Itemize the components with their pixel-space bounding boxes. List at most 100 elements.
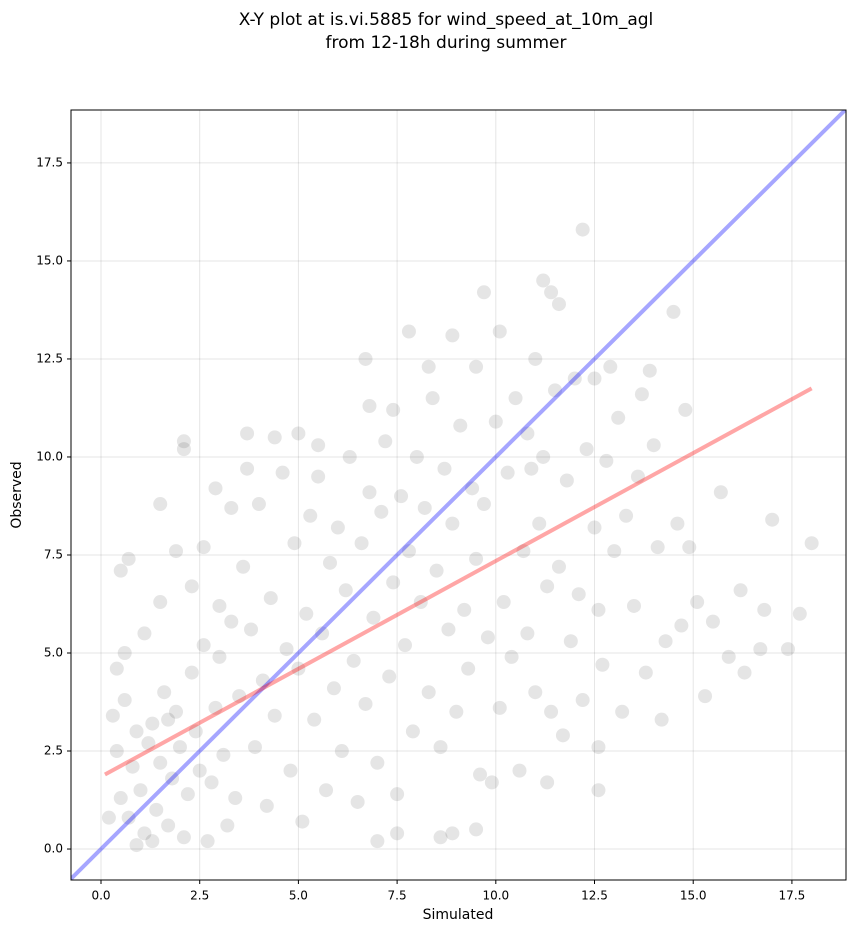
chart-subtitle: from 12-18h during summer xyxy=(326,33,567,53)
scatter-point xyxy=(141,736,156,751)
scatter-point xyxy=(326,681,341,696)
scatter-point xyxy=(504,649,519,664)
y-tick-label: 10.0 xyxy=(36,449,63,463)
y-axis-label: Observed xyxy=(9,461,25,528)
scatter-point xyxy=(642,363,657,378)
scatter-point xyxy=(224,614,239,629)
x-tick-label: 2.5 xyxy=(190,889,209,903)
scatter-point xyxy=(236,559,251,574)
scatter-point xyxy=(721,649,736,664)
scatter-point xyxy=(259,798,274,813)
scatter-point xyxy=(587,520,602,535)
scatter-point xyxy=(176,830,191,845)
scatter-point xyxy=(358,351,373,366)
scatter-point xyxy=(216,747,231,762)
scatter-point xyxy=(433,830,448,845)
scatter-point xyxy=(476,497,491,512)
scatter-point xyxy=(465,481,480,496)
scatter-point xyxy=(469,359,484,374)
y-tick-label: 2.5 xyxy=(44,744,63,758)
scatter-point xyxy=(342,449,357,464)
scatter-point xyxy=(524,461,539,476)
scatter-point xyxy=(334,744,349,759)
scatter-point xyxy=(575,222,590,237)
scatter-point xyxy=(492,324,507,339)
scatter-point xyxy=(417,500,432,515)
scatter-point xyxy=(413,595,428,610)
scatter-point xyxy=(449,704,464,719)
grid xyxy=(71,110,846,880)
scatter-point xyxy=(409,449,424,464)
scatter-point xyxy=(330,520,345,535)
scatter-point xyxy=(484,775,499,790)
scatter-point xyxy=(287,536,302,551)
scatter-point xyxy=(398,638,413,653)
scatter-point xyxy=(401,544,416,559)
scatter-point xyxy=(445,826,460,841)
scatter-point xyxy=(350,794,365,809)
scatter-point xyxy=(571,587,586,602)
scatter-point xyxy=(153,595,168,610)
scatter-point xyxy=(528,685,543,700)
scatter-point xyxy=(476,285,491,300)
scatter-point xyxy=(224,500,239,515)
scatter-point xyxy=(180,787,195,802)
scatter-point xyxy=(512,763,527,778)
x-tick-label: 5.0 xyxy=(289,889,308,903)
scatter-point xyxy=(184,579,199,594)
scatter-point xyxy=(757,602,772,617)
scatter-point xyxy=(654,712,669,727)
scatter-point xyxy=(682,540,697,555)
scatter-point xyxy=(544,704,559,719)
scatter-point xyxy=(737,665,752,680)
scatter-point xyxy=(157,685,172,700)
scatter-point xyxy=(634,387,649,402)
scatter-point xyxy=(378,434,393,449)
scatter-point xyxy=(457,602,472,617)
scatter-point xyxy=(705,614,720,629)
scatter-point xyxy=(536,449,551,464)
scatter-point xyxy=(362,399,377,414)
plot-area xyxy=(71,110,846,880)
scatter-point xyxy=(291,661,306,676)
scatter-point xyxy=(315,626,330,641)
scatter-point xyxy=(611,410,626,425)
scatter-point xyxy=(792,606,807,621)
scatter-point xyxy=(674,618,689,633)
scatter-point xyxy=(204,775,219,790)
scatter-point xyxy=(765,512,780,527)
scatter-point xyxy=(599,453,614,468)
scatter-point xyxy=(698,689,713,704)
scatter-point xyxy=(469,822,484,837)
scatter-point xyxy=(516,544,531,559)
scatter-point xyxy=(646,438,661,453)
scatter-point xyxy=(200,834,215,849)
scatter-point xyxy=(117,645,132,660)
chart-title: X-Y plot at is.vi.5885 for wind_speed_at… xyxy=(239,10,654,30)
scatter-point xyxy=(469,551,484,566)
axes-frame xyxy=(70,109,847,881)
scatter-point xyxy=(536,273,551,288)
trend-line xyxy=(103,386,813,777)
scatter-point xyxy=(678,402,693,417)
scatter-point xyxy=(311,469,326,484)
scatter-point xyxy=(480,630,495,645)
scatter-point xyxy=(255,673,270,688)
scatter-point xyxy=(390,826,405,841)
x-tick-label: 12.5 xyxy=(581,889,608,903)
scatter-point xyxy=(299,606,314,621)
scatter-point xyxy=(496,595,511,610)
scatter-point xyxy=(433,740,448,755)
scatter-point xyxy=(626,598,641,613)
scatter-point xyxy=(247,740,262,755)
scatter-point xyxy=(544,285,559,300)
scatter-point xyxy=(338,583,353,598)
scatter-point xyxy=(559,473,574,488)
y-tick-label: 5.0 xyxy=(44,645,63,659)
ticks: 0.0 2.5 5.0 7.5 10.0 12.5 15.0 17.5 0.0 2.5 5.0 7.5… xyxy=(36,155,805,902)
scatter-point xyxy=(275,465,290,480)
scatter-point xyxy=(208,481,223,496)
scatter-point xyxy=(575,693,590,708)
scatter-point xyxy=(117,693,132,708)
scatter-point xyxy=(366,610,381,625)
